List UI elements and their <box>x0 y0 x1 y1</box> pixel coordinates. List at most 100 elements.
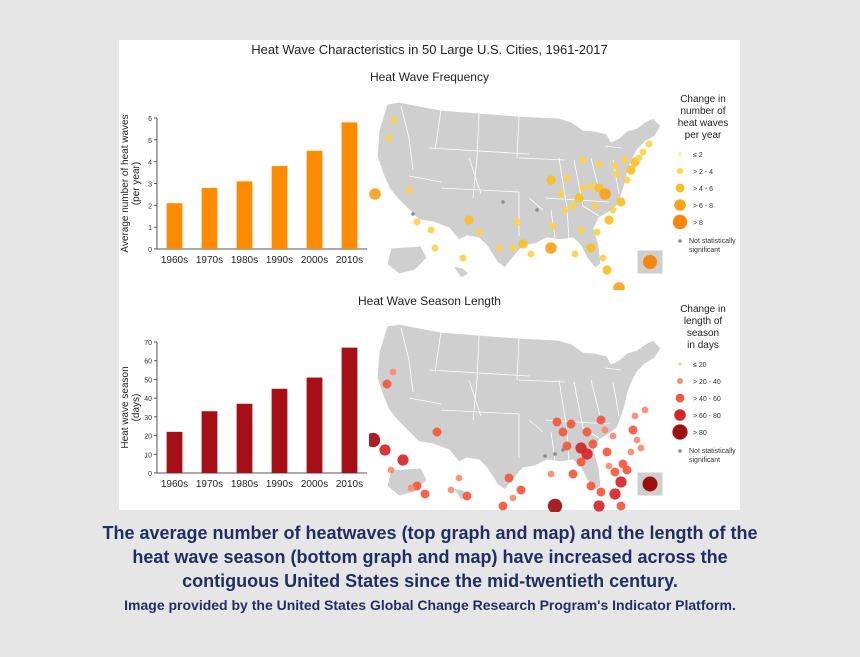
city-dot <box>616 197 626 207</box>
legend-title: per year <box>685 130 722 141</box>
city-dot <box>504 473 514 483</box>
city-dot <box>379 444 391 456</box>
state-border <box>604 145 622 149</box>
city-dot <box>586 481 596 491</box>
bar <box>236 403 253 473</box>
city-dot <box>602 447 612 457</box>
bar <box>341 347 358 473</box>
state-border <box>573 381 584 429</box>
city-dot <box>547 498 563 512</box>
season-section-title: Heat Wave Season Length <box>358 294 501 308</box>
inset-dot <box>643 255 657 269</box>
city-dot <box>431 244 439 252</box>
x-tick-label: 1960s <box>161 255 188 266</box>
caption-line: heat wave season (bottom graph and map) … <box>132 547 728 567</box>
x-tick-label: 2000s <box>301 479 328 490</box>
city-dot-not-significant <box>411 212 415 216</box>
legend-title: season <box>687 328 719 339</box>
city-dot <box>369 188 381 200</box>
image-credit: Image provided by the United States Glob… <box>124 597 736 613</box>
city-dot <box>464 215 474 225</box>
city-dot <box>616 501 626 511</box>
city-dot <box>516 485 526 495</box>
city-dot <box>609 432 617 440</box>
legend-item-label: > 20 - 40 <box>693 379 721 386</box>
city-dot <box>447 486 455 494</box>
legend-swatch <box>678 362 682 366</box>
city-dot <box>385 134 393 142</box>
city-dot <box>557 190 565 198</box>
x-tick-label: 1990s <box>266 479 293 490</box>
x-tick-label: 1970s <box>196 255 223 266</box>
state-border <box>472 335 480 421</box>
legend-title: length of <box>684 316 723 327</box>
bar <box>201 187 218 249</box>
city-dot <box>621 156 629 164</box>
legend-item-label: > 8 <box>693 220 703 227</box>
city-dot <box>587 182 595 190</box>
figure-panel: Heat Wave Characteristics in 50 Large U.… <box>119 40 740 512</box>
legend-item-label: > 80 <box>693 430 707 437</box>
legend-title: Change in <box>680 304 726 315</box>
legend-swatch <box>674 199 686 211</box>
bar <box>236 181 253 249</box>
city-dot <box>545 242 557 254</box>
city-dot <box>552 417 562 427</box>
city-dot <box>389 368 397 376</box>
bar <box>166 203 183 249</box>
city-dot <box>623 176 631 184</box>
state-border <box>468 379 482 417</box>
city-dot <box>495 244 503 252</box>
legend-item-label: > 6 - 8 <box>693 203 713 210</box>
city-dot <box>566 419 576 429</box>
city-dot <box>397 454 409 466</box>
city-dot <box>382 379 392 389</box>
legend-swatch <box>675 393 685 403</box>
y-tick-label: 50 <box>144 377 152 384</box>
caption: The average number of heatwaves (top gra… <box>0 521 860 593</box>
legend-item-label: ≤ 20 <box>693 362 707 369</box>
y-tick-label: 20 <box>144 434 152 441</box>
x-tick-label: 2010s <box>336 479 363 490</box>
city-dot <box>599 254 607 262</box>
city-dot <box>602 265 612 275</box>
city-dot <box>591 202 599 210</box>
city-dot <box>639 148 647 156</box>
legend-title: number of <box>680 106 725 117</box>
city-dot <box>631 412 639 420</box>
city-dot <box>577 226 585 234</box>
city-dot <box>613 282 625 290</box>
city-dot <box>588 439 598 449</box>
y-tick-label: 0 <box>148 471 152 478</box>
city-dot <box>405 186 413 194</box>
y-tick-label: 0 <box>148 247 152 254</box>
city-dot <box>599 188 611 200</box>
legend-item-label: Not statistically <box>689 238 736 245</box>
legend-item-label: > 60 - 80 <box>693 413 721 420</box>
city-dot <box>509 244 517 252</box>
city-dot <box>387 466 395 474</box>
city-dot <box>633 436 641 444</box>
frequency-bar-chart: 0 1 2 3 4 5 6 1960s 1970s 1980s 1990s 2000s 2010s Ave… <box>120 114 367 266</box>
city-dot <box>645 140 653 148</box>
state-border <box>400 327 414 393</box>
city-dot <box>610 467 620 477</box>
city-dot <box>593 228 601 236</box>
state-border <box>528 419 544 433</box>
city-dot <box>609 206 617 214</box>
city-dot <box>518 239 528 249</box>
legend-item-label: Not statistically <box>689 448 736 455</box>
us-map-outline <box>376 323 662 491</box>
y-axis-label: Average number of heat waves <box>120 114 131 252</box>
city-dot <box>498 501 508 511</box>
city-dot <box>628 425 638 435</box>
x-tick-label: 1980s <box>231 255 258 266</box>
bar <box>201 411 218 473</box>
legend-title: heat waves <box>678 118 729 129</box>
legend-title: in days <box>687 340 719 351</box>
city-dot <box>641 406 649 414</box>
city-dot <box>576 457 586 467</box>
city-dot <box>569 202 577 210</box>
y-axis-label: (per year) <box>131 162 142 205</box>
bar <box>306 377 323 473</box>
